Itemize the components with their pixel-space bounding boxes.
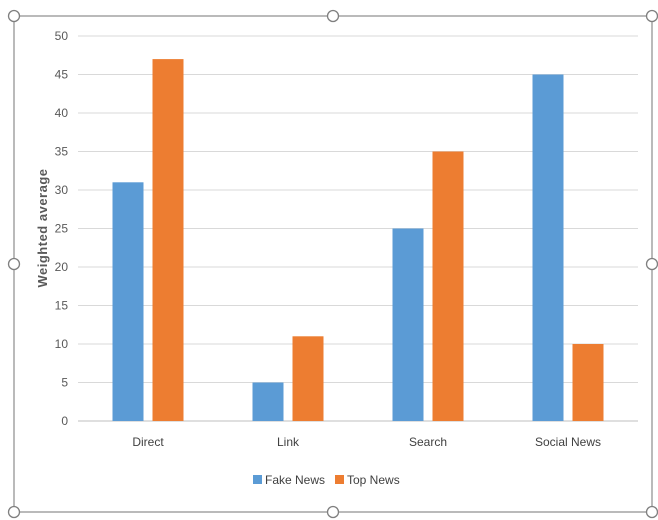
resize-handle-icon[interactable] bbox=[7, 257, 21, 271]
y-tick-label: 50 bbox=[55, 29, 69, 43]
bar-top-news-search[interactable] bbox=[432, 151, 464, 422]
x-tick-label: Direct bbox=[132, 435, 164, 449]
y-tick-label: 20 bbox=[55, 260, 69, 274]
bar-fake-news-link[interactable] bbox=[252, 382, 284, 422]
y-tick-label: 25 bbox=[55, 222, 69, 236]
y-tick-label: 15 bbox=[55, 299, 69, 313]
resize-handle-icon[interactable] bbox=[326, 505, 340, 519]
bar-fake-news-search[interactable] bbox=[392, 228, 424, 422]
y-tick-label: 0 bbox=[61, 414, 68, 428]
y-tick-label: 40 bbox=[55, 106, 69, 120]
x-tick-label: Link bbox=[277, 435, 300, 449]
resize-handle-icon[interactable] bbox=[326, 9, 340, 23]
resize-handle-icon[interactable] bbox=[7, 505, 21, 519]
bar-top-news-social-news[interactable] bbox=[572, 344, 604, 421]
bar-fake-news-direct[interactable] bbox=[112, 182, 144, 421]
legend-label[interactable]: Top News bbox=[347, 473, 400, 487]
y-axis-title: Weighted average bbox=[35, 168, 50, 287]
resize-handle-icon[interactable] bbox=[645, 505, 658, 519]
bar-top-news-link[interactable] bbox=[292, 336, 324, 421]
x-tick-label: Social News bbox=[535, 435, 601, 449]
x-tick-label: Search bbox=[409, 435, 447, 449]
resize-handle-icon[interactable] bbox=[645, 257, 658, 271]
y-tick-label: 5 bbox=[61, 376, 68, 390]
bar-fake-news-social-news[interactable] bbox=[532, 74, 564, 422]
legend-label[interactable]: Fake News bbox=[265, 473, 325, 487]
bar-top-news-direct[interactable] bbox=[152, 59, 184, 421]
y-tick-label: 45 bbox=[55, 68, 69, 82]
resize-handle-icon[interactable] bbox=[7, 9, 21, 23]
legend-swatch bbox=[335, 475, 344, 484]
resize-handle-icon[interactable] bbox=[645, 9, 658, 23]
y-tick-label: 35 bbox=[55, 145, 69, 159]
y-tick-label: 30 bbox=[55, 183, 69, 197]
legend-swatch bbox=[253, 475, 262, 484]
y-tick-label: 10 bbox=[55, 337, 69, 351]
